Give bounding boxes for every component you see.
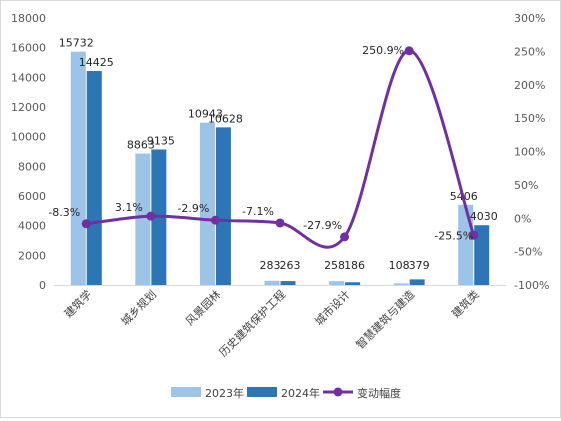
bar-2023 — [329, 281, 345, 285]
bar-2023 — [135, 153, 151, 285]
category-label: 城市设计 — [312, 287, 353, 328]
change-rate-point — [81, 219, 91, 229]
line-value-label: -8.3% — [48, 206, 80, 219]
y-left-tick-label: 18000 — [11, 12, 46, 25]
y-right-tick-label: -50% — [514, 246, 542, 259]
bar-value-label: 10628 — [208, 112, 243, 125]
line-value-label: -27.9% — [303, 219, 342, 232]
y-right-tick-label: 50% — [514, 179, 538, 192]
bar-value-label: 263 — [280, 259, 301, 272]
y-right-tick-label: 150% — [514, 112, 545, 125]
bar-value-label: 186 — [344, 259, 365, 272]
legend-label: 变动幅度 — [357, 386, 401, 400]
change-rate-point — [404, 46, 414, 56]
bar-2023 — [199, 122, 215, 285]
legend-label: 2023年 — [205, 386, 244, 400]
y-left-tick-label: 2000 — [18, 249, 46, 262]
change-rate-point — [340, 232, 350, 242]
category-label: 风景园林 — [183, 287, 224, 328]
bar-2023 — [70, 51, 86, 285]
category-label: 智慧建筑与建造 — [353, 287, 417, 351]
bar-value-label: 379 — [409, 259, 430, 272]
change-rate-line — [86, 49, 476, 249]
category-label: 城乡规划 — [118, 287, 159, 328]
bar-value-label: 9135 — [147, 134, 175, 147]
bar-2024 — [409, 279, 425, 285]
line-value-label: -25.5% — [434, 229, 473, 242]
y-right-tick-label: 0% — [514, 212, 531, 225]
change-rate-point — [146, 211, 156, 221]
change-rate-point — [210, 215, 220, 225]
y-left-tick-label: 12000 — [11, 101, 46, 114]
bar-value-label: 8863 — [127, 139, 155, 152]
category-label: 历史建筑保护工程 — [216, 287, 288, 359]
y-left-tick-label: 8000 — [18, 160, 46, 173]
bar-2024 — [345, 282, 361, 285]
y-left-tick-label: 6000 — [18, 190, 46, 203]
y-left-tick-label: 16000 — [11, 42, 46, 55]
change-rate-point — [275, 218, 285, 228]
legend-swatch-marker — [333, 387, 343, 397]
change-rate-point — [469, 230, 479, 240]
bar-2023 — [264, 280, 280, 285]
bar-value-label: 10943 — [188, 108, 223, 121]
bar-value-label: 258 — [324, 259, 345, 272]
y-left-tick-label: 10000 — [11, 131, 46, 144]
legend-swatch-2024 — [247, 387, 277, 397]
y-right-tick-label: 100% — [514, 146, 545, 159]
y-right-tick-label: 300% — [514, 12, 545, 25]
bar-2024 — [280, 281, 296, 285]
legend-label: 2024年 — [281, 386, 320, 400]
y-right-tick-label: 250% — [514, 45, 545, 58]
bar-value-label: 14425 — [79, 56, 114, 69]
y-right-tick-label: -100% — [514, 279, 549, 292]
line-value-label: 250.9% — [362, 44, 404, 57]
y-left-tick-label: 4000 — [18, 220, 46, 233]
bar-value-label: 4030 — [470, 210, 498, 223]
bar-2024 — [474, 225, 490, 285]
line-value-label: 3.1% — [115, 201, 143, 214]
bar-value-label: 283 — [260, 259, 281, 272]
category-label: 建筑类 — [449, 287, 482, 320]
line-value-label: -7.1% — [242, 205, 274, 218]
line-value-label: -2.9% — [177, 202, 209, 215]
legend-swatch-2023 — [171, 387, 201, 397]
bar-2023 — [393, 283, 409, 285]
y-right-tick-label: 200% — [514, 79, 545, 92]
bar-value-label: 108 — [389, 259, 410, 272]
category-label: 建筑学 — [61, 287, 94, 320]
y-left-tick-label: 14000 — [11, 71, 46, 84]
bar-value-label: 15732 — [59, 37, 94, 50]
bar-2024 — [86, 71, 102, 285]
y-left-tick-label: 0 — [39, 279, 46, 292]
bar-2024 — [215, 127, 231, 285]
